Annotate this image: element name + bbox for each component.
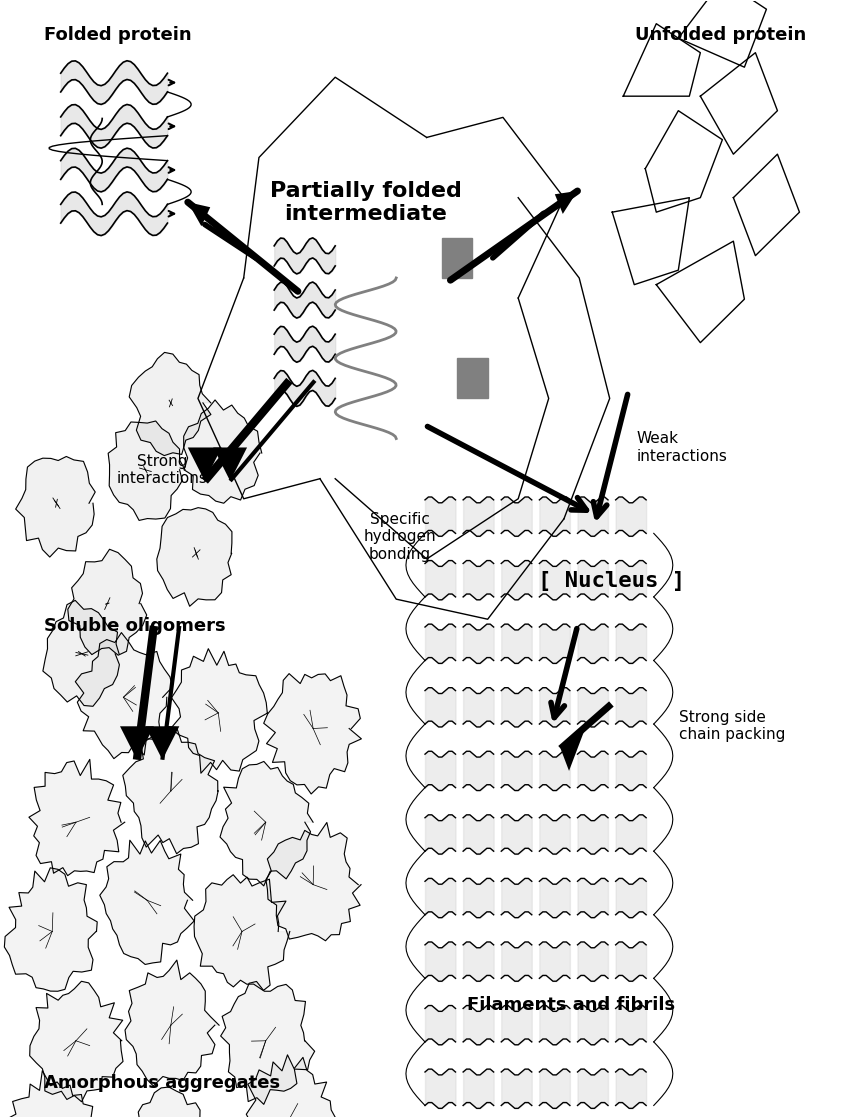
Text: Unfolded protein: Unfolded protein [635, 26, 807, 44]
Polygon shape [194, 874, 290, 991]
Text: Filaments and fibrils: Filaments and fibrils [468, 996, 676, 1014]
Polygon shape [122, 727, 218, 854]
Text: Weak
interactions: Weak interactions [637, 432, 728, 464]
Polygon shape [188, 202, 210, 226]
Polygon shape [145, 727, 179, 760]
Polygon shape [4, 868, 97, 992]
Polygon shape [124, 1087, 218, 1118]
Text: Specific
hydrogen
bonding: Specific hydrogen bonding [363, 512, 436, 561]
Polygon shape [555, 191, 577, 214]
Text: Amorphous aggregates: Amorphous aggregates [43, 1074, 280, 1092]
Polygon shape [125, 960, 219, 1086]
Polygon shape [156, 508, 232, 606]
Polygon shape [29, 759, 125, 875]
Polygon shape [30, 982, 123, 1101]
Polygon shape [108, 421, 185, 520]
Polygon shape [76, 633, 173, 759]
Polygon shape [68, 549, 147, 655]
Polygon shape [171, 648, 268, 774]
Polygon shape [188, 447, 222, 481]
Text: Strong
interactions: Strong interactions [117, 454, 207, 486]
Polygon shape [266, 823, 361, 940]
Polygon shape [6, 1071, 99, 1118]
Text: Soluble oligomers: Soluble oligomers [43, 617, 225, 635]
Bar [442, 238, 473, 278]
Polygon shape [246, 1055, 338, 1118]
Polygon shape [99, 841, 194, 965]
Text: Folded protein: Folded protein [43, 26, 191, 44]
Polygon shape [560, 727, 586, 771]
Text: [ Nucleus ]: [ Nucleus ] [538, 571, 685, 591]
Polygon shape [129, 352, 211, 455]
Polygon shape [120, 727, 154, 760]
Text: Partially folded
intermediate: Partially folded intermediate [269, 180, 462, 224]
Polygon shape [42, 600, 119, 707]
Polygon shape [221, 982, 314, 1105]
Polygon shape [213, 447, 247, 481]
Text: Strong side
chain packing: Strong side chain packing [679, 710, 785, 742]
Polygon shape [184, 400, 262, 503]
Polygon shape [15, 456, 95, 557]
Polygon shape [220, 761, 313, 885]
Polygon shape [264, 674, 361, 794]
Bar [457, 358, 488, 398]
